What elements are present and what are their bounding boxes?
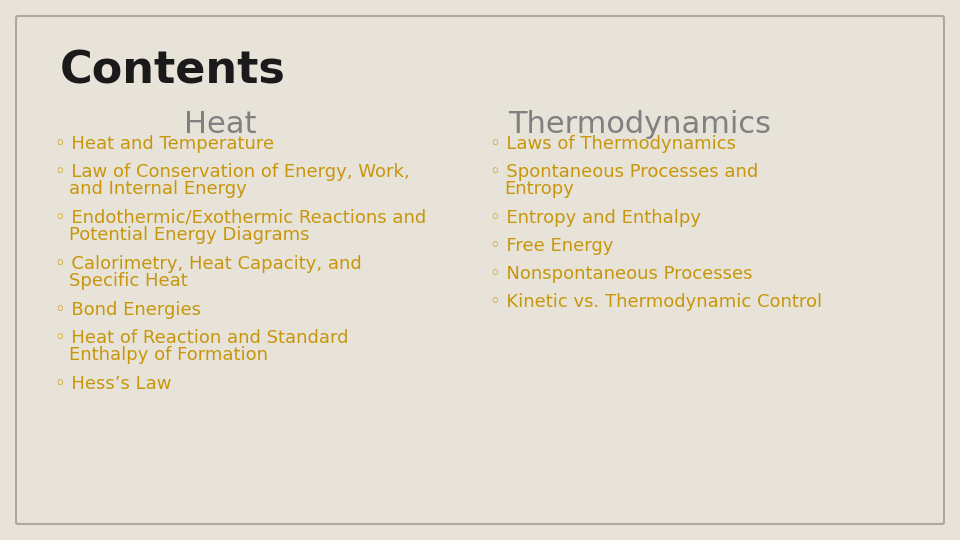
Text: ◦ Laws of Thermodynamics: ◦ Laws of Thermodynamics [490, 135, 736, 153]
Text: Potential Energy Diagrams: Potential Energy Diagrams [69, 226, 309, 244]
FancyBboxPatch shape [16, 16, 944, 524]
Text: Enthalpy of Formation: Enthalpy of Formation [69, 346, 268, 364]
Text: and Internal Energy: and Internal Energy [69, 180, 247, 198]
Text: ◦ Heat and Temperature: ◦ Heat and Temperature [55, 135, 275, 153]
Text: ◦ Endothermic/Exothermic Reactions and: ◦ Endothermic/Exothermic Reactions and [55, 209, 426, 227]
Text: ◦ Calorimetry, Heat Capacity, and: ◦ Calorimetry, Heat Capacity, and [55, 255, 362, 273]
Text: ◦ Hess’s Law: ◦ Hess’s Law [55, 375, 172, 393]
Text: Heat: Heat [183, 110, 256, 139]
Text: ◦ Bond Energies: ◦ Bond Energies [55, 301, 201, 319]
Text: Entropy: Entropy [504, 180, 574, 198]
Text: ◦ Law of Conservation of Energy, Work,: ◦ Law of Conservation of Energy, Work, [55, 163, 410, 181]
Text: ◦ Spontaneous Processes and: ◦ Spontaneous Processes and [490, 163, 758, 181]
Text: Thermodynamics: Thermodynamics [509, 110, 772, 139]
Text: Contents: Contents [60, 50, 286, 93]
Text: Specific Heat: Specific Heat [69, 272, 188, 290]
Text: ◦ Entropy and Enthalpy: ◦ Entropy and Enthalpy [490, 209, 701, 227]
Text: ◦ Heat of Reaction and Standard: ◦ Heat of Reaction and Standard [55, 329, 348, 347]
Text: ◦ Free Energy: ◦ Free Energy [490, 237, 613, 255]
Text: ◦ Nonspontaneous Processes: ◦ Nonspontaneous Processes [490, 265, 753, 283]
Text: ◦ Kinetic vs. Thermodynamic Control: ◦ Kinetic vs. Thermodynamic Control [490, 293, 822, 311]
